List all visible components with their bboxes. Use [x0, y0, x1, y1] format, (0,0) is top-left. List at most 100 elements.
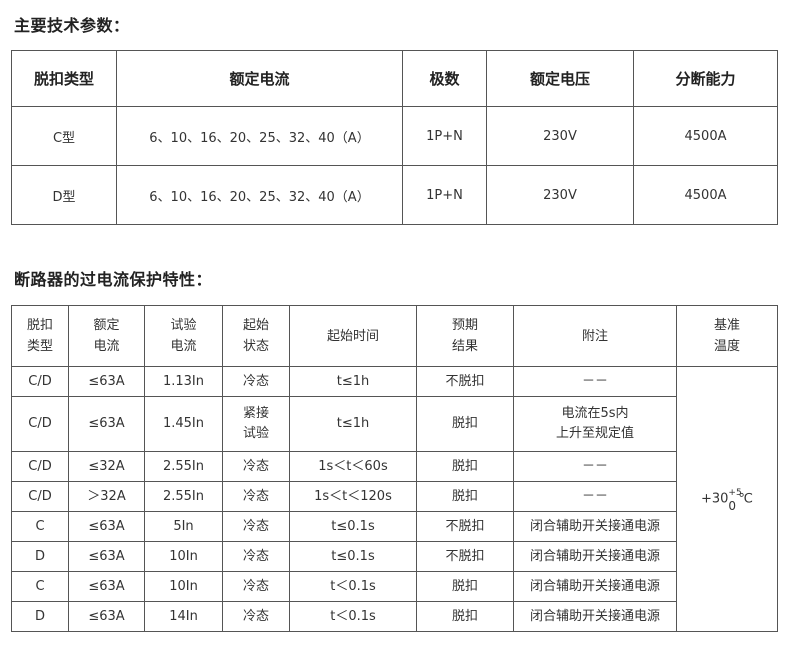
table-row: C/D ＞32A 2.55In 冷态 1s＜t＜120s 脱扣 －－: [11, 481, 778, 512]
cell-test-current: 10In: [144, 571, 223, 602]
cell-expected-result: 不脱扣: [416, 541, 514, 572]
cell-line: 冷态: [242, 548, 269, 564]
column-header-line: 基准: [713, 318, 740, 333]
cell-line: 冷态: [242, 458, 269, 474]
column-header-line: 试验: [170, 318, 197, 333]
column-header-line: 额定: [93, 318, 120, 333]
cell-rated-current: 6、10、16、20、25、32、40（A）: [116, 106, 403, 166]
cell-start-time: 1s＜t＜60s: [289, 451, 417, 482]
cell-line: 闭合辅助开关接通电源: [529, 608, 660, 624]
cell-rated-voltage: 230V: [486, 106, 634, 166]
cell-note: 闭合辅助开关接通电源: [513, 541, 677, 572]
cell-trip-type: C/D: [11, 451, 69, 482]
table-row: D型 6、10、16、20、25、32、40（A） 1P+N 230V 4500…: [11, 165, 778, 225]
cell-rated-current: ≤63A: [68, 571, 145, 602]
column-header: 基准 温度: [676, 305, 778, 367]
cell-breaking-capacity: 4500A: [633, 106, 778, 166]
cell-trip-type: C/D: [11, 396, 69, 452]
reference-temperature-value: +30 +5 0 ℃: [700, 488, 754, 513]
cell-trip-type: C: [11, 511, 69, 542]
cell-expected-result: 脱扣: [416, 451, 514, 482]
table-row: C ≤63A 5In 冷态 t≤0.1s 不脱扣 闭合辅助开关接通电源: [11, 511, 778, 542]
cell-note: －－: [513, 481, 677, 512]
temp-unit: ℃: [738, 491, 754, 507]
column-header-line: 结果: [451, 339, 478, 354]
cell-line: 冷态: [242, 578, 269, 594]
column-header-line: 电流: [170, 339, 197, 354]
cell-poles: 1P+N: [402, 106, 487, 166]
cell-line: 冷态: [242, 518, 269, 534]
overcurrent-protection-table: 脱扣 类型 额定 电流 试验 电流 起始 状态 起始时间 预期 结果 附注 基准 温度 C/D ≤63A 1.…: [11, 305, 778, 632]
cell-initial-state: 紧接 试验: [222, 396, 290, 452]
cell-test-current: 2.55In: [144, 481, 223, 512]
cell-note: －－: [513, 366, 677, 397]
cell-rated-voltage: 230V: [486, 165, 634, 225]
column-header: 额定电压: [486, 50, 634, 107]
cell-expected-result: 不脱扣: [416, 511, 514, 542]
cell-breaking-capacity: 4500A: [633, 165, 778, 225]
cell-line: 闭合辅助开关接通电源: [529, 578, 660, 594]
cell-start-time: t＜0.1s: [289, 571, 417, 602]
cell-trip-type: D: [11, 541, 69, 572]
cell-test-current: 1.45In: [144, 396, 223, 452]
table-row: C型 6、10、16、20、25、32、40（A） 1P+N 230V 4500…: [11, 106, 778, 166]
cell-test-current: 1.13In: [144, 366, 223, 397]
column-header: 额定电流: [116, 50, 403, 107]
cell-start-time: t≤1h: [289, 366, 417, 397]
cell-rated-current: ≤63A: [68, 396, 145, 452]
cell-line: 紧接: [242, 406, 269, 421]
cell-start-time: t＜0.1s: [289, 601, 417, 632]
table-header-row: 脱扣类型 额定电流 极数 额定电压 分断能力: [11, 50, 778, 107]
cell-trip-type: C/D: [11, 481, 69, 512]
cell-initial-state: 冷态: [222, 451, 290, 482]
cell-rated-current: ≤63A: [68, 601, 145, 632]
cell-initial-state: 冷态: [222, 601, 290, 632]
column-header: 脱扣类型: [11, 305, 69, 367]
column-header: 分断能力: [633, 50, 778, 107]
cell-start-time: t≤0.1s: [289, 511, 417, 542]
table-header-row: 脱扣 类型 额定 电流 试验 电流 起始 状态 起始时间 预期 结果 附注 基准 温度: [11, 305, 778, 367]
table-row: C/D ≤63A 1.45In 紧接 试验 t≤1h 脱扣 电流在5s内 上升至规定值: [11, 396, 778, 452]
table-row: D ≤63A 14In 冷态 t＜0.1s 脱扣 闭合辅助开关接通电源: [11, 601, 778, 632]
cell-expected-result: 脱扣: [416, 571, 514, 602]
cell-trip-type: C: [11, 571, 69, 602]
cell-rated-current: ≤63A: [68, 541, 145, 572]
cell-start-time: 1s＜t＜120s: [289, 481, 417, 512]
cell-trip-type: C/D: [11, 366, 69, 397]
cell-rated-current: ≤63A: [68, 511, 145, 542]
table-row: C ≤63A 10In 冷态 t＜0.1s 脱扣 闭合辅助开关接通电源: [11, 571, 778, 602]
cell-test-current: 2.55In: [144, 451, 223, 482]
cell-rated-current: ＞32A: [68, 481, 145, 512]
cell-expected-result: 脱扣: [416, 601, 514, 632]
column-header-line: 类型: [26, 339, 53, 354]
cell-test-current: 14In: [144, 601, 223, 632]
cell-test-current: 5In: [144, 511, 223, 542]
temp-base: +30: [700, 491, 729, 507]
column-header-line: 状态: [242, 339, 269, 354]
column-header: 脱扣类型: [11, 50, 117, 107]
cell-trip-type: C型: [11, 106, 117, 166]
cell-initial-state: 冷态: [222, 481, 290, 512]
column-header: 额定电流: [68, 305, 145, 367]
cell-line: 试验: [242, 426, 269, 441]
table-row: C/D ≤63A 1.13In 冷态 t≤1h 不脱扣 －－ +30 +5 0 ℃: [11, 366, 778, 632]
cell-note: －－: [513, 451, 677, 482]
cell-line: －－: [581, 373, 608, 389]
column-header: 附注: [513, 305, 677, 367]
cell-initial-state: 冷态: [222, 541, 290, 572]
main-params-table: 脱扣类型 额定电流 极数 额定电压 分断能力 C型 6、10、16、20、25、…: [11, 50, 778, 225]
cell-reference-temperature: +30 +5 0 ℃: [676, 366, 778, 632]
cell-poles: 1P+N: [402, 165, 487, 225]
cell-initial-state: 冷态: [222, 511, 290, 542]
column-header-line: 电流: [93, 339, 120, 354]
section-heading-overcurrent: 断路器的过电流保护特性：: [14, 270, 213, 289]
temp-lower-tolerance: 0: [728, 498, 737, 513]
cell-expected-result: 不脱扣: [416, 366, 514, 397]
column-header: 预期 结果: [416, 305, 514, 367]
column-header-line: 附注: [581, 328, 608, 344]
cell-line: 电流在5s内: [561, 406, 629, 421]
cell-line: 冷态: [242, 608, 269, 624]
cell-rated-current: ≤32A: [68, 451, 145, 482]
cell-note: 闭合辅助开关接通电源: [513, 511, 677, 542]
cell-initial-state: 冷态: [222, 366, 290, 397]
